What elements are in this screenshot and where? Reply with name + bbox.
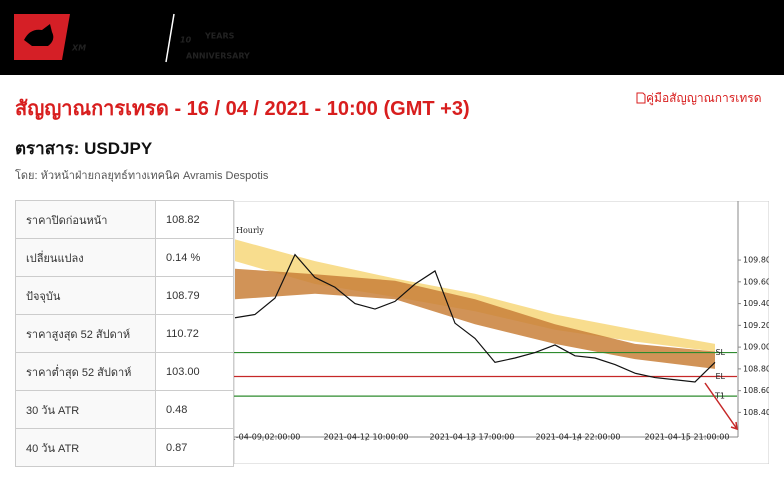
table-row: 40 วัน ATR 0.87	[15, 428, 234, 467]
chart-frame	[234, 201, 769, 464]
years-text: YEARS	[204, 32, 235, 41]
level-label: EL	[715, 372, 725, 381]
anniversary-text: ANNIVERSARY	[186, 52, 250, 61]
x-tick-label: 21-04-09 02:00:00	[234, 433, 300, 442]
y-tick-label: 109.60	[743, 277, 769, 286]
pdf-icon	[636, 92, 646, 104]
instrument: ตราสาร: USDJPY	[15, 139, 153, 158]
y-tick-label: 109.00	[743, 343, 769, 352]
row-label: ราคาปิดก่อนหน้า	[15, 200, 156, 239]
row-value: 0.14 %	[155, 238, 234, 277]
indicator-band	[235, 239, 715, 352]
stats-table: ราคาปิดก่อนหน้า 108.82 เปลี่ยนแปลง 0.14 % ปั…	[15, 200, 234, 467]
table-row: ปัจจุบัน 108.79	[15, 276, 234, 315]
x-tick-label: 2021-04-14 22:00:00	[536, 433, 621, 442]
y-tick-label: 108.40	[743, 408, 769, 417]
projection-arrow	[704, 382, 738, 431]
row-label: ราคาต่ำสุด 52 สัปดาห์	[15, 352, 156, 391]
indicator-band	[235, 268, 715, 369]
row-label: ปัจจุบัน	[15, 276, 156, 315]
y-tick-label: 109.20	[743, 321, 769, 330]
y-tick-label: 108.60	[743, 386, 769, 395]
x-tick-label: 2021-04-15 21:00:00	[645, 433, 730, 442]
row-value: 0.87	[155, 428, 234, 467]
header: XM 10 YEARS ANNIVERSARY	[0, 0, 784, 75]
x-tick-label: 2021-04-13 17:00:00	[430, 433, 515, 442]
row-label: 40 วัน ATR	[15, 428, 156, 467]
row-label: 30 วัน ATR	[15, 390, 156, 429]
level-label: T1	[714, 392, 725, 401]
anniversary-number: 10	[180, 36, 192, 45]
author: โดย: หัวหน้าฝ่ายกลยุทธ์ทางเทคนิค Avramis…	[15, 170, 269, 182]
row-label: ราคาสูงสุด 52 สัปดาห์	[15, 314, 156, 353]
row-value: 108.82	[155, 200, 234, 239]
table-row: เปลี่ยนแปลง 0.14 %	[15, 238, 234, 277]
row-value: 108.79	[155, 276, 234, 315]
chart: Hourly 108.40 108.60 108.80 109.00 109.20 109…	[234, 201, 769, 464]
timeframe: Hourly	[236, 226, 264, 235]
logo-text: XM	[71, 44, 86, 53]
level-label: SL	[715, 348, 725, 357]
table-row: ราคาปิดก่อนหน้า 108.82	[15, 200, 234, 239]
row-label: เปลี่ยนแปลง	[15, 238, 156, 277]
x-tick-label: 2021-04-12 10:00:00	[324, 433, 409, 442]
y-tick-label: 109.80	[743, 256, 769, 265]
row-value: 110.72	[155, 314, 234, 353]
table-row: ราคาต่ำสุด 52 สัปดาห์ 103.00	[15, 352, 234, 391]
logo: XM 10 YEARS ANNIVERSARY	[14, 13, 250, 63]
guide-link-text[interactable]: คู่มือสัญญาณการเทรด	[646, 91, 762, 105]
guide-link[interactable]: คู่มือสัญญาณการเทรด	[636, 89, 762, 108]
y-tick-label: 109.40	[743, 299, 769, 308]
y-tick-label: 108.80	[743, 364, 769, 373]
table-row: 30 วัน ATR 0.48	[15, 390, 234, 429]
table-row: ราคาสูงสุด 52 สัปดาห์ 110.72	[15, 314, 234, 353]
price-line	[234, 253, 716, 383]
row-value: 103.00	[155, 352, 234, 391]
page-title: สัญญาณการเทรด - 16 / 04 / 2021 - 10:00 (…	[15, 98, 470, 120]
row-value: 0.48	[155, 390, 234, 429]
